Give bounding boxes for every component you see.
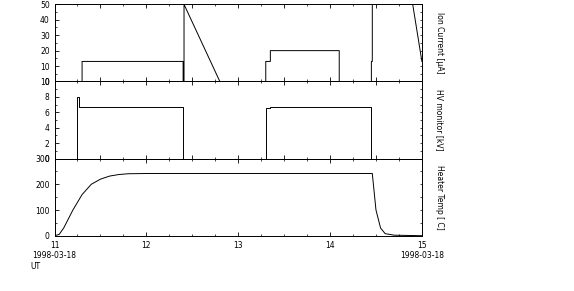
Text: UT: UT <box>30 262 41 271</box>
Y-axis label: HV monitor [kV]: HV monitor [kV] <box>435 89 444 151</box>
Y-axis label: Heater Temp [ C]: Heater Temp [ C] <box>435 165 444 230</box>
Y-axis label: Ion Current [μA]: Ion Current [μA] <box>435 12 444 74</box>
